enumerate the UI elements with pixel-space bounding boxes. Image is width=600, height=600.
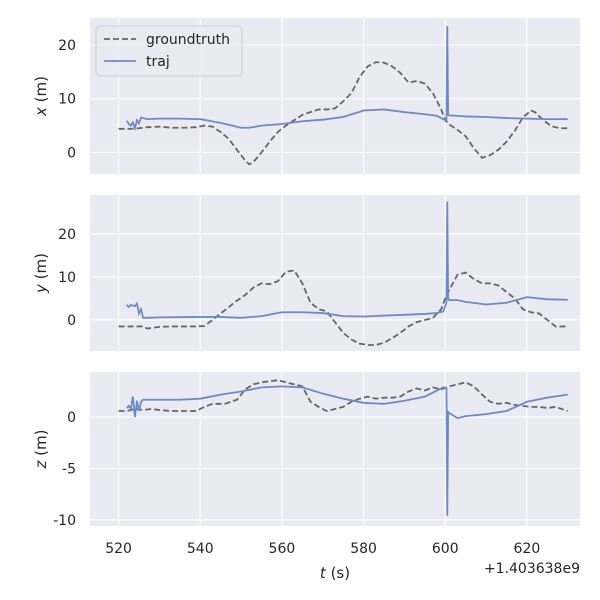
y-axis-label-unit-z: (m): [32, 430, 50, 461]
y-tick-label-z: -10: [53, 513, 76, 529]
x-tick-label: 540: [187, 541, 214, 557]
x-tick-label: 520: [105, 541, 132, 557]
y-tick-label-x: 10: [58, 92, 76, 108]
y-tick-label-z: 0: [67, 410, 76, 426]
panel-y-background: [90, 195, 580, 351]
y-axis-label-unit-x: (m): [32, 76, 50, 107]
x-tick-label: 620: [514, 541, 541, 557]
y-axis-label-unit-y: (m): [32, 253, 50, 284]
series-traj-x: [125, 26, 568, 132]
series-traj-y: [126, 201, 568, 319]
legend-label-traj: traj: [146, 54, 170, 70]
y-tick-label-y: 20: [58, 227, 76, 243]
y-axis-label-z: z (m): [32, 430, 50, 470]
x-tick-label: 600: [432, 541, 459, 557]
series-traj-z: [126, 385, 568, 516]
series-groundtruth-y: [118, 269, 568, 346]
y-axis-label-y: y (m): [32, 253, 50, 294]
y-axis-label-var-x: x: [32, 107, 50, 117]
x-tick-labels: 520 540 560 580 600 620: [105, 541, 540, 557]
series-groundtruth-z: [118, 379, 569, 412]
x-tick-label: 560: [269, 541, 296, 557]
y-axis-label-x: x (m): [32, 76, 50, 117]
y-axis-label-var-y: y: [32, 283, 50, 294]
x-tick-label: 580: [350, 541, 377, 557]
y-tick-label-x: 20: [58, 38, 76, 54]
x-axis-label-var: t: [320, 564, 327, 582]
y-axis-label-var-z: z: [32, 459, 50, 469]
y-tick-label-z: -5: [62, 462, 76, 478]
x-axis-offset-label: +1.403638e9: [484, 561, 580, 577]
panel-z: -10 -5 0 z (m): [32, 372, 580, 529]
panel-z-background: [90, 372, 580, 526]
x-axis-label-unit: (s): [326, 564, 350, 582]
legend: groundtruth traj: [95, 25, 243, 77]
series-groundtruth-x: [118, 61, 568, 166]
legend-label-groundtruth: groundtruth: [146, 32, 230, 48]
y-tick-label-x: 0: [67, 145, 76, 161]
y-tick-label-y: 10: [58, 270, 76, 286]
y-tick-label-y: 0: [67, 313, 76, 329]
panel-y: 0 10 20 y (m): [32, 195, 580, 351]
x-axis-label: t (s): [320, 564, 350, 582]
